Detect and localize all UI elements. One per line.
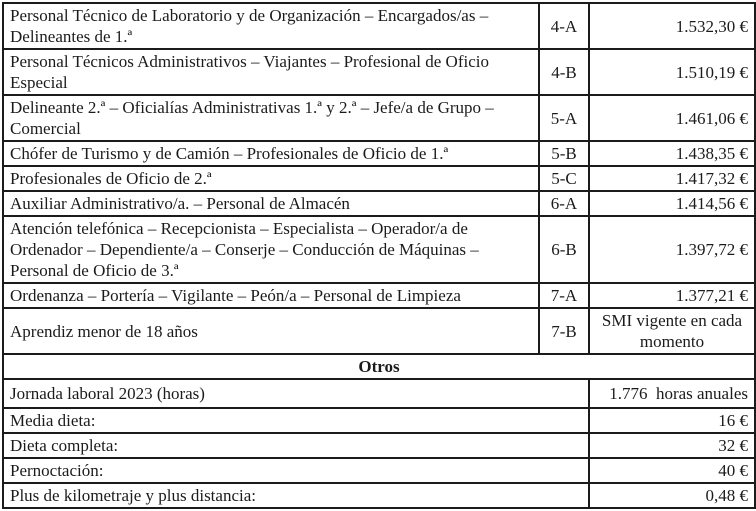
value-cell: 16 € (588, 407, 756, 434)
category-cell: Personal Técnicos Administrativos – Viaj… (2, 48, 540, 96)
section-header: Otros (2, 353, 756, 380)
category-cell: Delineante 2.ª – Oficialías Administrati… (2, 94, 540, 142)
amount-cell: 1.461,06 € (588, 94, 756, 142)
amount-cell: 1.417,32 € (588, 165, 756, 192)
amount-cell: 1.414,56 € (588, 190, 756, 217)
category-cell: Ordenanza – Portería – Vigilante – Peón/… (2, 282, 540, 309)
label-cell: Dieta completa: (2, 432, 590, 459)
code-cell: 4-A (538, 2, 590, 50)
section-header-row: Otros (2, 353, 756, 380)
code-cell: 6-B (538, 215, 590, 284)
salary-row: Personal Técnicos Administrativos – Viaj… (2, 48, 756, 96)
salary-row: Profesionales de Oficio de 2.ª 5-C 1.417… (2, 165, 756, 192)
salary-row: Personal Técnico de Laboratorio y de Org… (2, 2, 756, 50)
salary-row: Chófer de Turismo y de Camión – Profesio… (2, 140, 756, 167)
label-cell: Jornada laboral 2023 (horas) (2, 378, 590, 409)
otros-row: Media dieta: 16 € (2, 407, 756, 434)
label-cell: Plus de kilometraje y plus distancia: (2, 482, 590, 509)
code-cell: 5-A (538, 94, 590, 142)
value-cell: 32 € (588, 432, 756, 459)
amount-cell: 1.510,19 € (588, 48, 756, 96)
otros-row: Dieta completa: 32 € (2, 432, 756, 459)
salary-row: Delineante 2.ª – Oficialías Administrati… (2, 94, 756, 142)
value-cell: 1.776 horas anuales (588, 378, 756, 409)
amount-cell: SMI vigente en cada momento (588, 307, 756, 355)
salary-row: Aprendiz menor de 18 años 7-B SMI vigent… (2, 307, 756, 355)
value-cell: 40 € (588, 457, 756, 484)
amount-cell: 1.438,35 € (588, 140, 756, 167)
code-cell: 6-A (538, 190, 590, 217)
label-cell: Pernoctación: (2, 457, 590, 484)
code-cell: 7-A (538, 282, 590, 309)
salary-row: Auxiliar Administrativo/a. – Personal de… (2, 190, 756, 217)
amount-cell: 1.532,30 € (588, 2, 756, 50)
code-cell: 7-B (538, 307, 590, 355)
otros-row: Pernoctación: 40 € (2, 457, 756, 484)
category-cell: Atención telefónica – Recepcionista – Es… (2, 215, 540, 284)
category-cell: Chófer de Turismo y de Camión – Profesio… (2, 140, 540, 167)
label-cell: Media dieta: (2, 407, 590, 434)
amount-cell: 1.397,72 € (588, 215, 756, 284)
salary-row: Atención telefónica – Recepcionista – Es… (2, 215, 756, 284)
category-cell: Profesionales de Oficio de 2.ª (2, 165, 540, 192)
category-cell: Auxiliar Administrativo/a. – Personal de… (2, 190, 540, 217)
otros-row: Jornada laboral 2023 (horas) 1.776 horas… (2, 378, 756, 409)
category-cell: Aprendiz menor de 18 años (2, 307, 540, 355)
code-cell: 5-C (538, 165, 590, 192)
value-cell: 0,48 € (588, 482, 756, 509)
category-cell: Personal Técnico de Laboratorio y de Org… (2, 2, 540, 50)
code-cell: 5-B (538, 140, 590, 167)
code-cell: 4-B (538, 48, 590, 96)
amount-cell: 1.377,21 € (588, 282, 756, 309)
otros-row: Plus de kilometraje y plus distancia: 0,… (2, 482, 756, 509)
salary-row: Ordenanza – Portería – Vigilante – Peón/… (2, 282, 756, 309)
